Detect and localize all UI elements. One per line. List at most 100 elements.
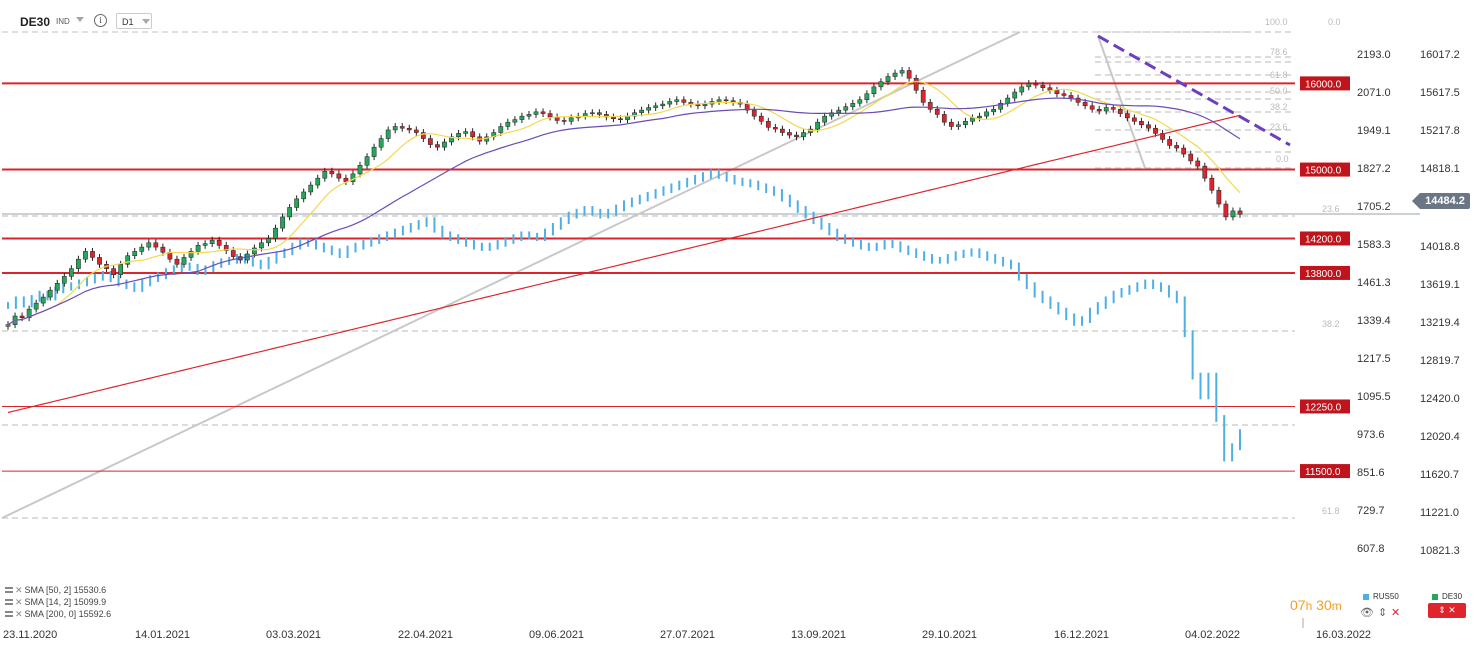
de30-candle bbox=[674, 99, 680, 102]
de30-candle bbox=[864, 93, 870, 101]
de30-candle bbox=[294, 198, 300, 208]
de30-candle bbox=[428, 138, 433, 145]
de30-candle bbox=[977, 115, 982, 119]
de30-candle bbox=[582, 113, 588, 117]
series-actions-button[interactable]: ⇕ ✕ bbox=[1428, 603, 1466, 618]
de30-candle bbox=[1089, 105, 1095, 110]
y-axis-right-label: 12819.7 bbox=[1420, 355, 1460, 367]
remove-icon[interactable]: ✕ bbox=[15, 597, 23, 607]
remove-icon[interactable]: ✕ bbox=[15, 609, 23, 619]
eye-icon[interactable]: 👁 bbox=[1360, 607, 1374, 619]
symbol-label[interactable]: DE30 bbox=[20, 15, 51, 29]
timeframe-select[interactable]: D1 bbox=[116, 13, 152, 29]
de30-candle bbox=[822, 115, 828, 123]
y-axis-rus50-label: 729.7 bbox=[1357, 505, 1385, 517]
sort-arrows-icon[interactable]: ⇕ bbox=[1378, 607, 1388, 619]
rus50-color-swatch bbox=[1363, 593, 1369, 600]
x-axis-label: 13.09.2021 bbox=[791, 629, 846, 641]
de30-candle bbox=[1103, 107, 1109, 112]
de30-candle bbox=[547, 113, 553, 118]
de30-candle bbox=[19, 315, 25, 318]
de30-candle bbox=[716, 99, 722, 102]
de30-candle bbox=[829, 112, 835, 117]
price-level-tag bbox=[1300, 162, 1350, 177]
de30-candle bbox=[1230, 210, 1236, 218]
indicator-settings-icon[interactable] bbox=[5, 611, 13, 617]
de30-candle bbox=[118, 264, 124, 275]
y-axis-right-label: 10821.3 bbox=[1420, 545, 1460, 557]
de30-candle bbox=[765, 121, 771, 128]
info-icon[interactable]: i bbox=[94, 14, 107, 27]
de30-candle bbox=[892, 72, 898, 77]
price-level-tag-label: 14200.0 bbox=[1305, 234, 1342, 245]
de30-candle bbox=[758, 115, 764, 122]
fibonacci-label: 78.6 bbox=[1270, 47, 1288, 57]
chart-header: DE30 IND i D1 bbox=[0, 0, 1482, 44]
de30-candle bbox=[956, 124, 961, 127]
remove-icon[interactable]: ✕ bbox=[15, 585, 23, 595]
de30-candle bbox=[625, 115, 630, 120]
de30-candle bbox=[181, 257, 187, 265]
price-level-tag bbox=[1300, 464, 1350, 479]
de30-candle bbox=[329, 171, 335, 175]
sma-200-label: SMA [200, 0] 15592.6 bbox=[24, 609, 112, 619]
de30-candle bbox=[871, 86, 877, 95]
y-axis-rus50-label: 2071.0 bbox=[1357, 87, 1391, 99]
de30-candle bbox=[456, 133, 461, 138]
y-axis-rus50-label: 1583.3 bbox=[1357, 239, 1391, 251]
de30-candle bbox=[209, 239, 215, 244]
de30-candle bbox=[230, 250, 236, 257]
de30-candle bbox=[146, 242, 152, 248]
y-axis-right-label: 14018.8 bbox=[1420, 241, 1460, 253]
fibonacci-label: 0.0 bbox=[1276, 154, 1289, 164]
last-price-badge: 14484.2 bbox=[1412, 193, 1470, 209]
chevron-down-icon bbox=[142, 19, 150, 24]
de30-candle bbox=[399, 126, 405, 129]
trendline bbox=[1097, 35, 1146, 169]
sma-14-legend[interactable]: ✕ SMA [14, 2] 15099.9 bbox=[5, 596, 111, 608]
de30-candle bbox=[1139, 121, 1144, 126]
de30-candle bbox=[273, 227, 278, 239]
de30-candle bbox=[596, 112, 602, 115]
de30-candle bbox=[815, 121, 820, 130]
y-axis-right-label: 13619.1 bbox=[1420, 279, 1460, 291]
de30-candle bbox=[47, 289, 53, 298]
fibonacci-label: 23.6 bbox=[1270, 122, 1288, 132]
de30-candle bbox=[611, 116, 616, 119]
y-axis-right-label: 11221.0 bbox=[1420, 507, 1459, 519]
de30-candle bbox=[681, 99, 687, 103]
indicator-settings-icon[interactable] bbox=[5, 599, 13, 605]
x-axis-label: 27.07.2021 bbox=[660, 629, 715, 641]
price-level-tag-label: 13800.0 bbox=[1305, 269, 1342, 280]
sma-50-legend[interactable]: ✕ SMA [50, 2] 15530.6 bbox=[5, 584, 111, 596]
de30-candle bbox=[780, 128, 785, 133]
de30-candle bbox=[568, 117, 574, 122]
de30-candle bbox=[1082, 102, 1088, 107]
de30-candle bbox=[639, 109, 644, 113]
de30-candle bbox=[970, 117, 975, 122]
y-axis-right-label: 11620.7 bbox=[1420, 469, 1459, 481]
de30-candle bbox=[878, 81, 884, 88]
symbol-dropdown-icon[interactable] bbox=[76, 17, 84, 22]
de30-candle bbox=[68, 268, 74, 277]
fibonacci-label: 61.8 bbox=[1270, 70, 1288, 80]
de30-candle bbox=[772, 127, 778, 130]
sma-200-legend[interactable]: ✕ SMA [200, 0] 15592.6 bbox=[5, 608, 111, 620]
de30-candle bbox=[948, 121, 954, 127]
de30-candle bbox=[308, 184, 314, 193]
de30-candle bbox=[1110, 107, 1116, 110]
x-axis-label: 03.03.2021 bbox=[266, 629, 321, 641]
de30-candle bbox=[533, 111, 539, 115]
de30-candle bbox=[139, 246, 145, 252]
de30-candle bbox=[498, 126, 504, 133]
de30-candle bbox=[343, 177, 349, 182]
de30-candle bbox=[1096, 109, 1102, 112]
de30-series-legend[interactable]: DE30 bbox=[1432, 592, 1462, 601]
rus50-series-legend[interactable]: RUS50 bbox=[1363, 592, 1399, 601]
indicator-settings-icon[interactable] bbox=[5, 587, 13, 593]
de30-candle bbox=[1061, 93, 1067, 96]
close-icon[interactable]: ✕ bbox=[1391, 607, 1401, 619]
de30-candle bbox=[667, 101, 673, 105]
de30-candle bbox=[83, 251, 88, 260]
